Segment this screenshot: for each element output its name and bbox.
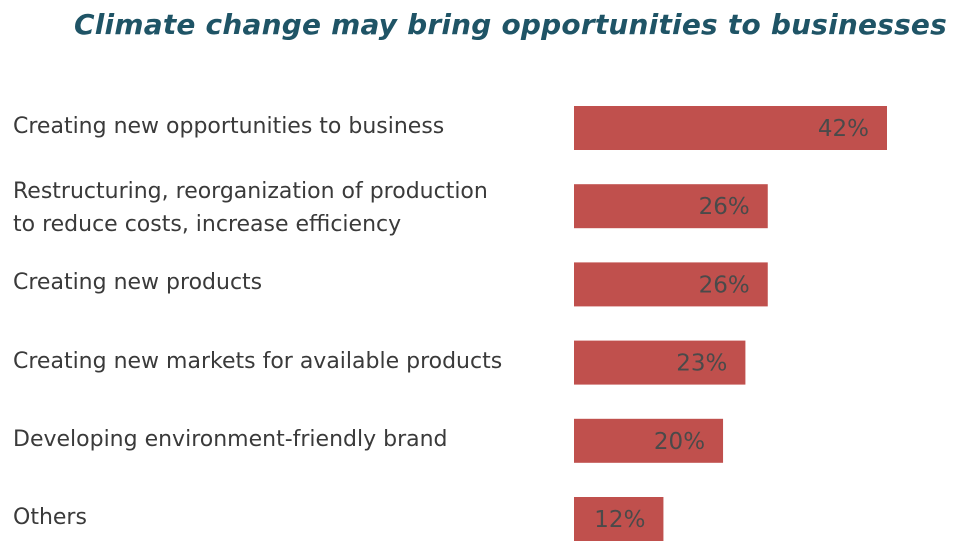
- bar-0: [574, 106, 887, 150]
- bar-value-label-5: 12%: [594, 507, 645, 533]
- category-label-5: Others: [13, 501, 87, 534]
- bar-4: [574, 418, 724, 463]
- bar-5: [574, 497, 664, 541]
- bar-value-label-1: 26%: [699, 194, 750, 220]
- category-label-line: Creating new opportunities to business: [13, 114, 445, 139]
- chart-title: Climate change may bring opportunities t…: [74, 8, 947, 41]
- category-label-line: Developing environment-friendly brand: [13, 426, 448, 452]
- category-label-line: Creating new markets for available produ…: [13, 348, 503, 374]
- category-label-3: Creating new markets for available produ…: [13, 345, 502, 378]
- bar-value-label-4: 20%: [654, 429, 705, 455]
- bar-value-label-2: 26%: [699, 272, 750, 298]
- category-label-0: Creating new opportunities to business: [13, 110, 444, 143]
- bar-3: [574, 340, 746, 385]
- category-label-line: Others: [13, 505, 87, 530]
- category-label-line: Restructuring, reorganization of product…: [13, 179, 488, 205]
- category-label-4: Developing environment-friendly brand: [13, 423, 448, 456]
- bar-2: [574, 262, 768, 307]
- bar-value-label-3: 23%: [676, 351, 727, 377]
- bar-1: [574, 184, 768, 229]
- category-label-line: Creating new products: [13, 270, 263, 296]
- category-label-1: Restructuring, reorganization of product…: [13, 175, 488, 241]
- category-label-2: Creating new products: [13, 266, 262, 299]
- bar-value-label-0: 42%: [818, 116, 869, 142]
- category-label-line: to reduce costs, increase efficiency: [13, 212, 402, 238]
